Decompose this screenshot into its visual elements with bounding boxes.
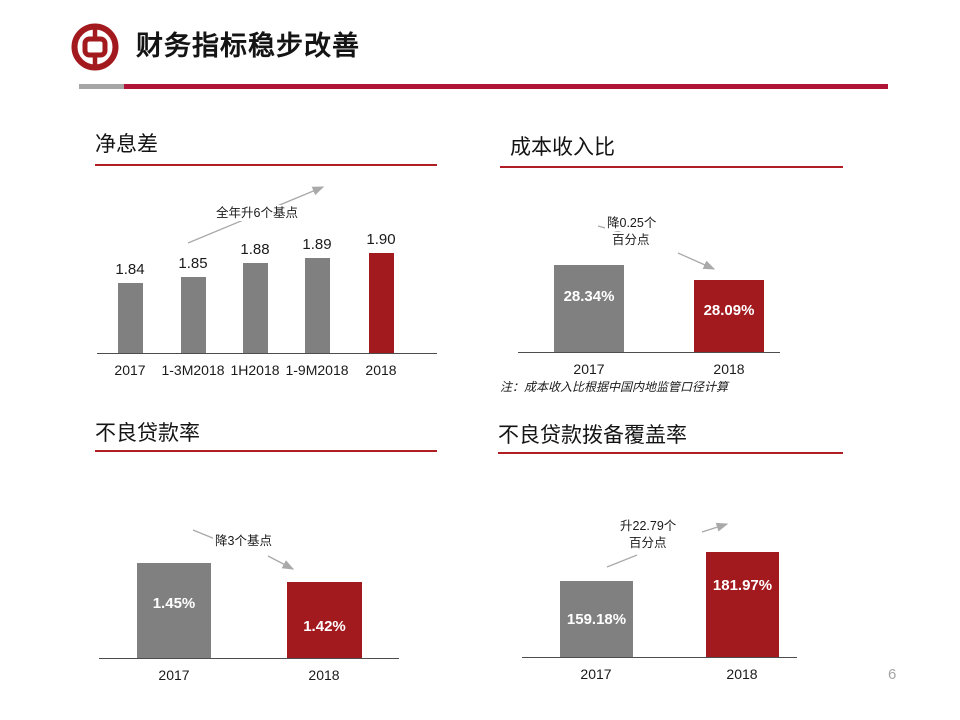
annotation-label-line1: 降0.25个 bbox=[605, 215, 659, 232]
chart-title-underline bbox=[95, 450, 437, 452]
page-number: 6 bbox=[888, 666, 897, 683]
bar-2017 bbox=[137, 563, 211, 658]
chart-title: 不良贷款率 bbox=[95, 422, 200, 445]
x-tick-label: 2017 bbox=[580, 666, 612, 682]
bar-2018-highlight bbox=[694, 280, 764, 352]
chart-net-interest-margin: 净息差 全年升6个基点 1.84 1.85 1.88 1.89 1.90 201… bbox=[80, 125, 450, 403]
x-axis bbox=[522, 657, 797, 658]
trend-arrow-up bbox=[606, 522, 729, 568]
bar-1-3m2018 bbox=[181, 277, 206, 353]
chart-cost-income-ratio: 成本收入比 降0.25个 百分点 28.34% 28.09% 2017 2018… bbox=[480, 125, 880, 410]
header-divider-gray bbox=[79, 84, 124, 89]
value-label: 1.42% bbox=[303, 618, 346, 635]
value-label: 28.34% bbox=[563, 288, 615, 305]
annotation-label: 降3个基点 bbox=[213, 533, 274, 550]
x-axis bbox=[99, 658, 399, 659]
bank-of-china-logo-icon bbox=[71, 23, 119, 71]
chart-npl-ratio: 不良贷款率 降3个基点 1.45% 1.42% 2017 2018 bbox=[80, 415, 450, 700]
x-tick-label: 2017 bbox=[573, 361, 605, 377]
chart-title-underline bbox=[500, 166, 843, 168]
header-divider-red bbox=[124, 84, 888, 89]
chart-title-underline bbox=[498, 452, 843, 454]
bar-2018-highlight bbox=[287, 582, 362, 658]
value-label: 1.85 bbox=[178, 255, 208, 272]
footnote: 注：成本收入比根据中国内地监管口径计算 bbox=[500, 380, 729, 394]
chart-title: 成本收入比 bbox=[510, 136, 615, 159]
value-label: 1.89 bbox=[302, 236, 332, 253]
value-label: 28.09% bbox=[703, 302, 755, 319]
bar-1-9m2018 bbox=[305, 258, 330, 353]
value-label: 1.45% bbox=[152, 595, 196, 612]
value-label: 159.18% bbox=[566, 611, 627, 628]
value-label: 1.90 bbox=[366, 231, 396, 248]
x-tick-label: 2018 bbox=[713, 361, 745, 377]
value-label: 1.84 bbox=[115, 261, 145, 278]
bar-2018-highlight bbox=[706, 552, 779, 657]
page-title: 财务指标稳步改善 bbox=[136, 31, 360, 61]
x-tick-label: 1-9M2018 bbox=[285, 362, 349, 378]
annotation-label-line2: 百分点 bbox=[610, 232, 652, 249]
annotation-label-line1: 升22.79个 bbox=[618, 518, 679, 535]
chart-title: 净息差 bbox=[95, 133, 158, 156]
x-tick-label: 2017 bbox=[114, 362, 146, 378]
x-tick-label: 1-3M2018 bbox=[161, 362, 225, 378]
bar-2017 bbox=[118, 283, 143, 353]
x-tick-label: 2017 bbox=[158, 667, 190, 683]
bar-2017 bbox=[560, 581, 633, 657]
chart-title: 不良贷款拨备覆盖率 bbox=[498, 424, 687, 447]
x-tick-label: 2018 bbox=[365, 362, 397, 378]
x-axis bbox=[97, 353, 437, 354]
value-label: 181.97% bbox=[712, 577, 773, 594]
value-label: 1.88 bbox=[240, 241, 270, 258]
bar-1h2018 bbox=[243, 263, 268, 353]
bar-2018-highlight bbox=[369, 253, 394, 353]
x-tick-label: 1H2018 bbox=[230, 362, 280, 378]
annotation-label: 全年升6个基点 bbox=[214, 205, 300, 222]
x-tick-label: 2018 bbox=[308, 667, 340, 683]
x-tick-label: 2018 bbox=[726, 666, 758, 682]
x-axis bbox=[518, 352, 780, 353]
chart-title-underline bbox=[95, 164, 437, 166]
chart-provision-coverage: 不良贷款拨备覆盖率 升22.79个 百分点 159.18% 181.97% 20… bbox=[480, 415, 880, 710]
annotation-label-line2: 百分点 bbox=[627, 535, 669, 552]
bar-2017 bbox=[554, 265, 624, 352]
